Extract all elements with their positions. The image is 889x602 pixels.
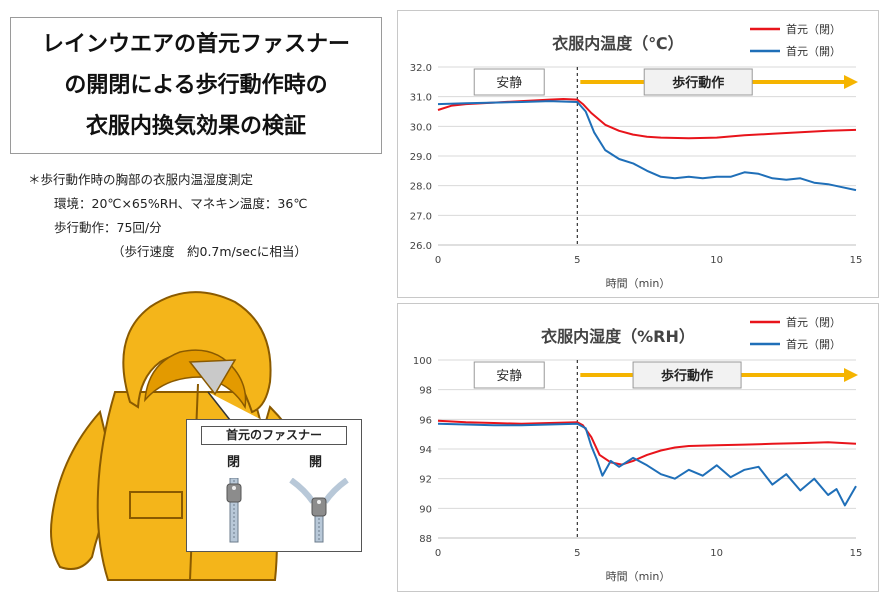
zipper-open-icon — [289, 478, 349, 543]
x-tick-label: 10 — [710, 255, 723, 266]
note-line-3: 歩行動作：75回/分 — [54, 220, 162, 235]
zipper-callout-title: 首元のファスナー — [201, 426, 347, 445]
title-box: レインウエアの首元ファスナー の開閉による歩行動作時の 衣服内換気効果の検証 — [10, 17, 382, 154]
x-tick-label: 15 — [850, 255, 863, 266]
walk-arrow-head — [844, 368, 858, 382]
y-tick-label: 90 — [419, 504, 432, 515]
x-axis-label: 時間（min） — [606, 277, 671, 290]
x-tick-label: 0 — [435, 548, 441, 559]
zipper-open-label: 開 — [309, 455, 323, 470]
x-axis-label: 時間（min） — [606, 570, 671, 583]
y-tick-label: 92 — [419, 475, 432, 486]
x-tick-label: 5 — [574, 255, 580, 266]
walk-label: 歩行動作 — [661, 368, 713, 384]
note-line-4: （歩行速度 約0.7m/secに相当） — [112, 244, 307, 259]
title-line-1: レインウエアの首元ファスナー — [41, 32, 350, 57]
y-tick-label: 30.0 — [410, 122, 432, 133]
x-tick-label: 0 — [435, 255, 441, 266]
y-tick-label: 27.0 — [410, 211, 432, 222]
y-tick-label: 100 — [413, 356, 432, 367]
measurement-notes: ＊歩行動作時の胸部の衣服内温湿度測定 環境：20℃×65%RH、マネキン温度：3… — [28, 168, 307, 264]
rest-label-box — [473, 361, 545, 389]
y-tick-label: 96 — [419, 415, 432, 426]
x-tick-label: 15 — [850, 548, 863, 559]
rest-label: 安静 — [496, 76, 522, 91]
y-tick-label: 26.0 — [410, 241, 432, 252]
walk-label-box — [632, 361, 742, 389]
series-line-open — [437, 100, 857, 192]
humidity-chart: 衣服内湿度（%RH） 88 90 92 94 96 98 100 0 5 10 15 時間（min） 安静… — [413, 315, 863, 583]
y-tick-label: 29.0 — [410, 152, 432, 163]
walk-label-box — [643, 68, 753, 96]
chart-title: 衣服内湿度（%RH） — [541, 327, 695, 346]
y-tick-label: 32.0 — [410, 63, 432, 74]
series-line-closed — [437, 98, 857, 140]
rest-label: 安静 — [496, 369, 522, 384]
zipper-closed-icon — [226, 478, 242, 543]
series-line-open — [437, 422, 857, 507]
x-tick-label: 10 — [710, 548, 723, 559]
y-tick-label: 94 — [419, 445, 432, 456]
y-tick-label: 31.0 — [410, 93, 432, 104]
y-tick-label: 98 — [419, 386, 432, 397]
title-line-2: の開閉による歩行動作時の — [64, 73, 328, 98]
zipper-closed-label: 閉 — [227, 455, 241, 470]
legend-label: 首元（開） — [786, 44, 841, 58]
zipper-callout: 首元のファスナー 閉 開 — [186, 419, 362, 552]
note-line-2: 環境：20℃×65%RH、マネキン温度：36℃ — [54, 196, 308, 211]
humidity-chart-panel: 衣服内湿度（%RH） 88 90 92 94 96 98 100 0 5 10 15 時間（min） 安静… — [397, 303, 879, 592]
temperature-chart-panel: 衣服内温度（℃） 26.0 27.0 28.0 29.0 30.0 31.0 32.0 0 5 10… — [397, 10, 879, 298]
walk-arrow-head — [844, 75, 858, 89]
y-tick-label: 28.0 — [410, 182, 432, 193]
title-line-3: 衣服内換気効果の検証 — [85, 114, 306, 139]
legend-label: 首元（閉） — [786, 22, 841, 36]
temperature-chart: 衣服内温度（℃） 26.0 27.0 28.0 29.0 30.0 31.0 32.0 0 5 10… — [410, 22, 863, 290]
chart-title: 衣服内温度（℃） — [552, 34, 683, 53]
y-tick-label: 88 — [419, 534, 432, 545]
note-line-1: ＊歩行動作時の胸部の衣服内温湿度測定 — [28, 172, 254, 187]
rest-label-box — [473, 68, 545, 96]
walk-label: 歩行動作 — [672, 75, 724, 91]
series-line-closed — [437, 419, 857, 466]
legend-label: 首元（閉） — [786, 315, 841, 329]
legend-label: 首元（開） — [786, 337, 841, 351]
x-tick-label: 5 — [574, 548, 580, 559]
